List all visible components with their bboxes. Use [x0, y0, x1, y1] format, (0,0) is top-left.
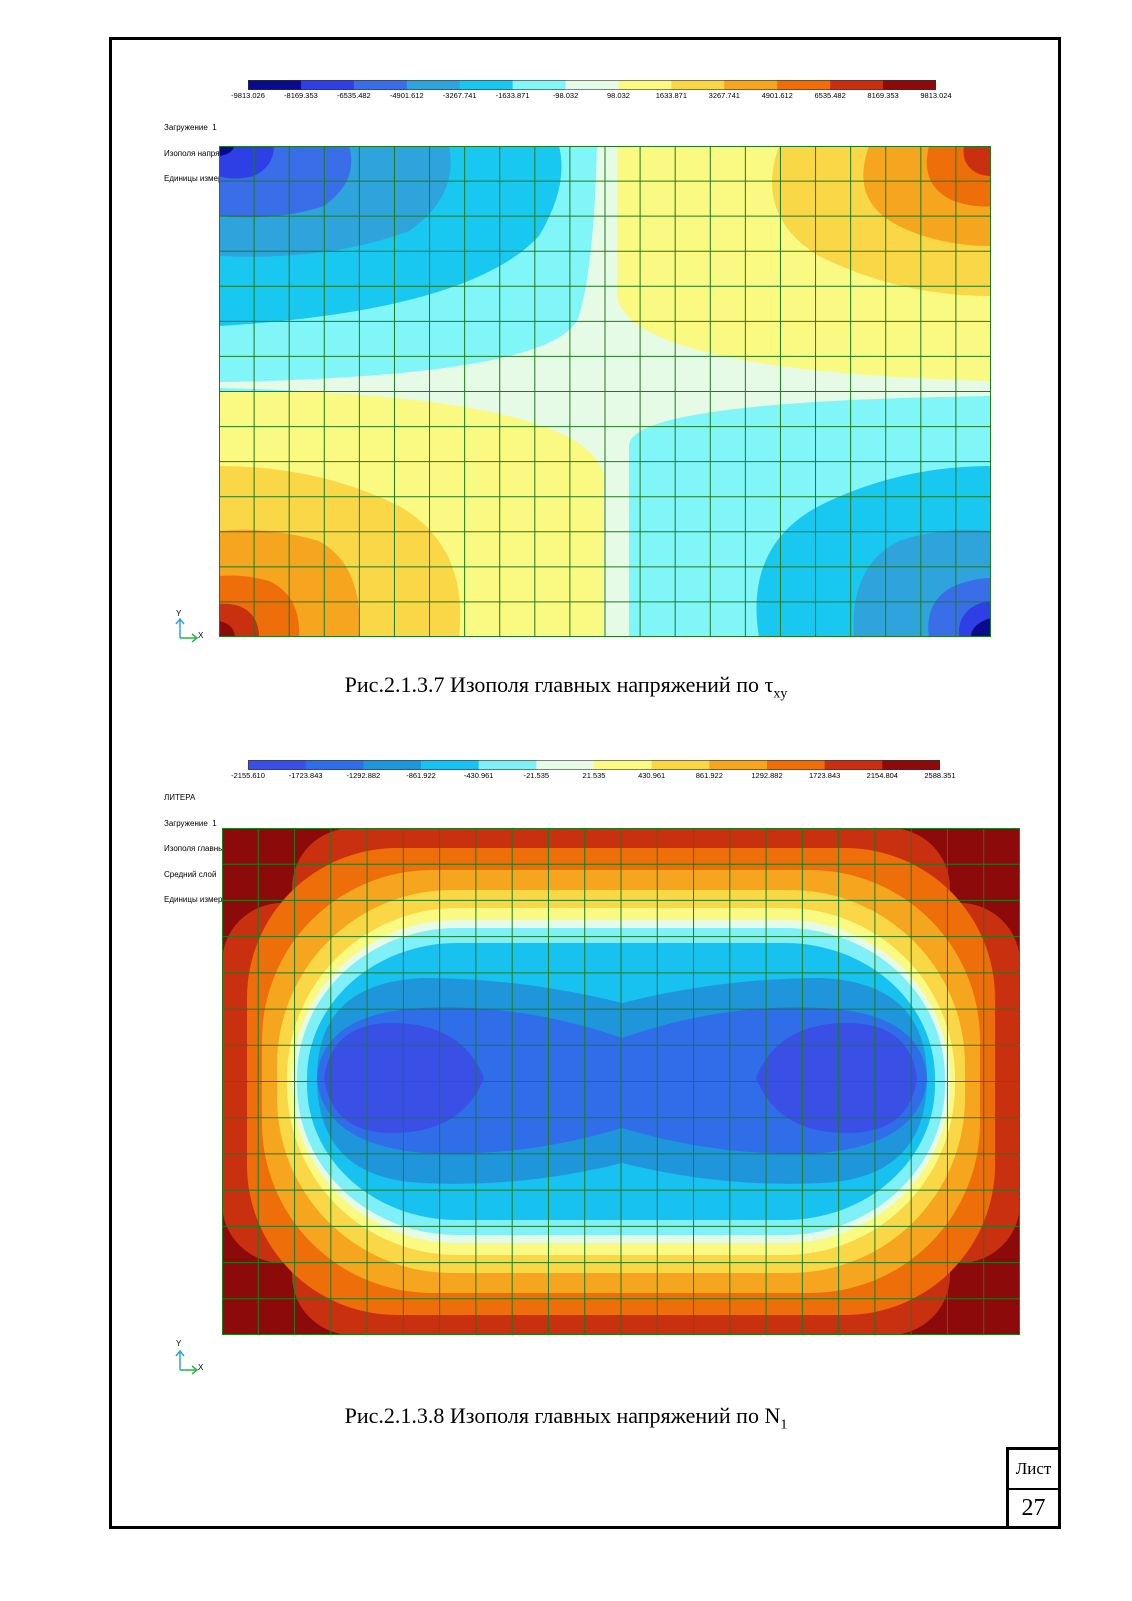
mesh-grid-n1: [222, 828, 1020, 1335]
legend-tick-label: 1292.882: [751, 771, 783, 780]
plot-border: [222, 828, 1020, 1335]
legend-tick-label: -98.032: [552, 91, 579, 100]
legend-swatch: [882, 760, 940, 770]
legend-swatch: [724, 80, 778, 90]
legend-swatch: [671, 80, 725, 90]
axis-label-x: X: [198, 631, 204, 640]
figure-caption-txy: Рис.2.1.3.7 Изополя главных напряжений п…: [0, 672, 1132, 702]
info-line: Загружение 1: [164, 818, 217, 828]
contour-plot-n1: [222, 828, 1020, 1335]
legend-swatch: [777, 80, 831, 90]
legend-tick-label: 3267.741: [708, 91, 740, 100]
legend-swatch: [536, 760, 595, 770]
legend-swatch: [459, 80, 514, 90]
legend-tick-label: -1723.843: [288, 771, 323, 780]
legend-swatch: [512, 80, 567, 90]
color-legend-txy: [248, 80, 936, 90]
legend-swatch: [300, 80, 355, 90]
legend-tick-label: -430.961: [463, 771, 494, 780]
caption-text: Рис.2.1.3.7 Изополя главных напряжений п…: [344, 672, 774, 697]
caption-text: Рис.2.1.3.8 Изополя главных напряжений п…: [344, 1403, 781, 1428]
legend-tick-label: 2154.804: [866, 771, 898, 780]
legend-swatch: [594, 760, 653, 770]
legend-swatch: [353, 80, 408, 90]
info-line: Средний слой: [164, 869, 217, 879]
legend-swatch: [651, 760, 710, 770]
axis-indicator-txy: [175, 617, 199, 643]
legend-swatch: [565, 80, 619, 90]
legend-tick-label: 430.961: [638, 771, 666, 780]
info-line: Загружение 1: [164, 123, 217, 132]
legend-swatch: [478, 760, 537, 770]
axis-indicator-n1: [175, 1349, 199, 1375]
sheet-number: 27: [1021, 1494, 1046, 1521]
legend-tick-label: 1723.843: [809, 771, 841, 780]
zone-blue-dark: [317, 1007, 927, 1154]
zone-min-left: [324, 1023, 484, 1133]
color-legend-n1: [248, 760, 940, 770]
legend-swatch: [767, 760, 826, 770]
legend-tick-label: 1633.871: [655, 91, 688, 100]
sheet-number-box: Лист 27: [1006, 1447, 1061, 1529]
legend-tick-label: 4901.612: [761, 91, 793, 100]
legend-swatch: [830, 80, 884, 90]
legend-tick-label: -9813.026: [231, 91, 265, 100]
legend-tick-label: 861.922: [695, 771, 723, 780]
mesh-grid-txy: [219, 146, 991, 637]
zone-red: [963, 146, 991, 176]
caption-subscript: 1: [780, 1417, 788, 1433]
zone-navy: [219, 146, 234, 156]
zone-blue-deep: [219, 146, 274, 179]
contour-plot-txy: [219, 146, 991, 637]
legend-tick-label: -1633.871: [495, 91, 530, 100]
legend-tick-label: -1292.882: [346, 771, 381, 780]
legend-swatch: [421, 760, 480, 770]
legend-swatch: [248, 80, 302, 90]
legend-tick-label: 98.032: [606, 91, 630, 100]
legend-tick-label: -2155.610: [231, 771, 265, 780]
legend-swatch: [305, 760, 364, 770]
legend-tick-label: -3267.741: [442, 91, 477, 100]
legend-tick-label: 9813.024: [920, 91, 952, 100]
axis-label-x: X: [198, 1363, 204, 1372]
legend-swatch: [709, 760, 768, 770]
legend-tick-label: 2588.351: [924, 771, 956, 780]
legend-swatch: [248, 760, 307, 770]
axis-label-y: Y: [176, 1339, 182, 1348]
legend-tick-label: -8169.353: [284, 91, 318, 100]
legend-swatch: [883, 80, 936, 90]
sheet-label: Лист: [1009, 1450, 1058, 1490]
legend-tick-label: -861.922: [406, 771, 436, 780]
info-line: ЛИТЕРА: [164, 793, 196, 802]
legend-tick-label: -4901.612: [389, 91, 424, 100]
legend-tick-label: 21.535: [582, 771, 606, 780]
axis-label-y: Y: [176, 609, 182, 618]
plot-border: [219, 146, 991, 637]
page-frame: [109, 37, 1061, 1529]
zone-min-right: [756, 1023, 917, 1133]
zone-navy: [971, 618, 991, 637]
legend-tick-label: -21.535: [523, 771, 550, 780]
legend-tick-label: 8169.353: [867, 91, 899, 100]
legend-tick-label: 6535.482: [814, 91, 846, 100]
figure-caption-n1: Рис.2.1.3.8 Изополя главных напряжений п…: [0, 1403, 1132, 1433]
legend-swatch: [824, 760, 883, 770]
caption-subscript: xy: [773, 686, 788, 702]
legend-swatch: [618, 80, 672, 90]
legend-swatch: [406, 80, 461, 90]
zone-dark-red: [219, 621, 235, 637]
legend-swatch: [363, 760, 422, 770]
legend-tick-label: -6535.482: [336, 91, 371, 100]
